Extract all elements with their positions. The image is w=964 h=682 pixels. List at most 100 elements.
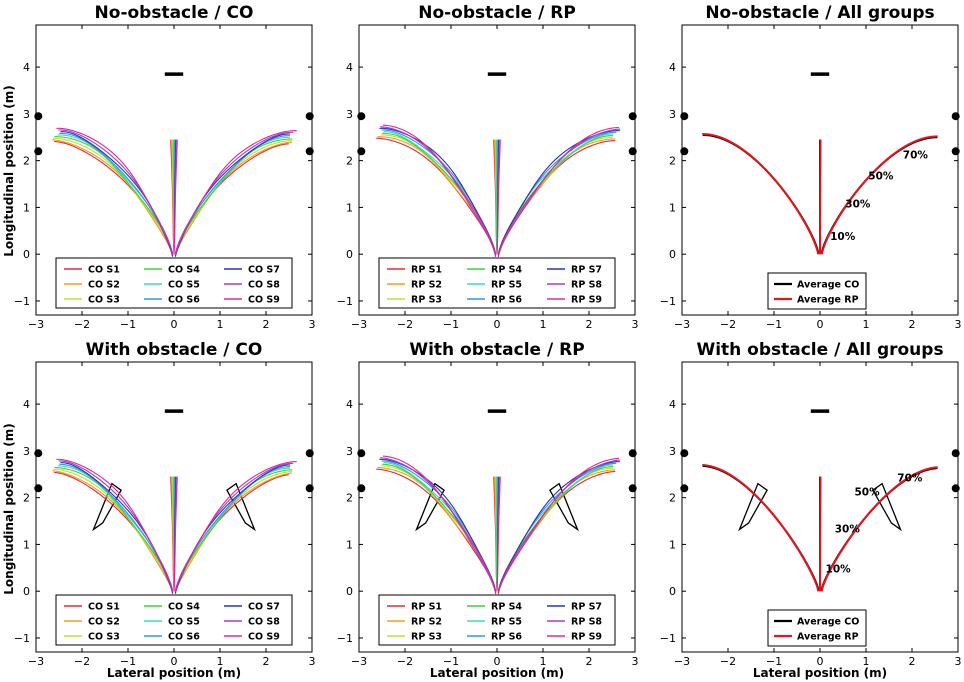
x-tick-label: −3 [674, 655, 690, 668]
legend-box [378, 257, 616, 309]
door-post [305, 449, 314, 458]
percent-annotation: 30% [835, 524, 861, 536]
legend-label: RP S1 [411, 265, 442, 276]
y-tick-label: −1 [337, 295, 353, 308]
y-tick-label: 4 [23, 398, 30, 411]
x-tick-label: −1 [766, 655, 782, 668]
x-tick-label: −1 [120, 318, 136, 331]
legend-label: CO S2 [88, 617, 120, 628]
subject-trajectory-rp-s7 [379, 458, 497, 592]
panel-title: With obstacle / All groups [696, 340, 943, 360]
plot-area [376, 409, 621, 595]
legend-label: Average RP [797, 632, 859, 643]
legend-label: Average CO [797, 280, 859, 291]
x-tick-label: 0 [171, 318, 178, 331]
x-tick-label: −2 [74, 318, 90, 331]
subject-trajectory-co-s5 [57, 134, 174, 255]
subject-trajectory-rp-s8 [497, 459, 621, 595]
plot-area [702, 72, 938, 255]
legend: RP S1 RP S2 RP S3 RP S4 RP S5 RP S6 RP S7 RP S8… [378, 594, 616, 646]
subject-trajectory-co-s3 [53, 137, 174, 257]
legend-label: CO S7 [248, 265, 280, 276]
percent-annotation: 70% [903, 149, 929, 161]
subject-trajectory-rp-s2 [497, 138, 616, 256]
average-trajectory-average-rp [702, 132, 820, 255]
legend-label: RP S9 [571, 632, 602, 643]
legend-box [767, 609, 867, 647]
y-tick-label: −1 [660, 632, 676, 645]
door-post [305, 112, 314, 121]
x-tick-label: −2 [720, 318, 736, 331]
percent-annotation: 10% [826, 563, 852, 575]
door-post [680, 484, 689, 493]
x-tick-label: 1 [217, 655, 224, 668]
legend-label: CO S3 [88, 295, 120, 306]
y-tick-label: 4 [346, 398, 353, 411]
y-tick-label: 3 [23, 108, 30, 121]
y-tick-label: −1 [337, 632, 353, 645]
legend-box [767, 272, 867, 310]
legend-box [55, 594, 293, 646]
subject-trajectory-co-s9 [56, 458, 174, 592]
door-post [628, 484, 637, 493]
subject-trajectory-rp-s7 [497, 130, 620, 255]
legend-label: Average CO [797, 617, 859, 628]
legend: Average CO Average RP [767, 609, 867, 647]
average-trajectory-average-rp [702, 463, 820, 592]
legend-label: RP S3 [411, 632, 442, 643]
y-tick-label: 4 [23, 61, 30, 74]
subject-trajectory-rp-s9 [382, 455, 497, 594]
panel-title: No-obstacle / All groups [705, 3, 934, 23]
subject-trajectory-rp-s9 [497, 457, 619, 594]
subject-trajectory-rp-s8 [497, 128, 621, 258]
percent-annotation: 10% [830, 231, 856, 243]
subject-trajectory-rp-s5 [497, 464, 614, 594]
subject-trajectory-rp-s3 [380, 465, 497, 592]
legend-label: RP S8 [571, 617, 602, 628]
x-tick-label: −3 [351, 655, 367, 668]
x-tick-label: 3 [955, 655, 962, 668]
x-tick-label: 2 [586, 318, 593, 331]
x-tick-label: −2 [720, 655, 736, 668]
y-tick-label: 4 [669, 398, 676, 411]
legend-label: RP S5 [491, 617, 522, 628]
x-tick-label: 3 [955, 318, 962, 331]
panel-6: With obstacle / All groups −3 −2 −1 0 1 2 3 −1 0 1… [660, 340, 962, 668]
legend-label: CO S9 [248, 632, 280, 643]
y-tick-label: 2 [346, 492, 353, 505]
legend-label: RP S1 [411, 602, 442, 613]
x-tick-label: 3 [309, 318, 316, 331]
legend: CO S1 CO S2 CO S3 CO S4 CO S5 CO S6 CO S7 CO S8… [55, 594, 293, 646]
x-tick-label: −2 [397, 318, 413, 331]
subject-trajectory-rp-s7 [497, 461, 620, 592]
x-tick-label: 1 [540, 655, 547, 668]
x-tick-label: −3 [28, 318, 44, 331]
average-trajectory-average-co [702, 133, 820, 255]
plot-area [52, 72, 297, 258]
door-post [680, 449, 689, 458]
x-tick-label: 1 [217, 318, 224, 331]
subject-trajectory-rp-s4 [382, 132, 497, 258]
y-tick-label: 3 [669, 108, 676, 121]
legend-label: RP S6 [491, 295, 522, 306]
subject-trajectory-co-s2 [52, 139, 174, 258]
subject-trajectory-co-s5 [57, 465, 174, 592]
percent-annotation: 50% [868, 170, 894, 182]
x-tick-label: 1 [540, 318, 547, 331]
subject-trajectory-rp-s5 [497, 133, 614, 257]
door-post [680, 112, 689, 121]
legend-label: RP S4 [491, 602, 522, 613]
legend-label: RP S8 [571, 280, 602, 291]
x-tick-label: 0 [817, 655, 824, 668]
x-tick-label: 2 [909, 655, 916, 668]
y-tick-label: −1 [14, 295, 30, 308]
y-tick-label: 0 [23, 248, 30, 261]
legend-label: Average RP [797, 295, 859, 306]
approach-stem [496, 476, 501, 592]
panel-3: No-obstacle / All groups −3 −2 −1 0 1 2 3 −1 0 1 2 3… [660, 3, 962, 331]
subject-trajectory-co-s4 [174, 138, 293, 256]
legend-label: CO S5 [168, 617, 200, 628]
door-post [357, 484, 366, 493]
legend-label: RP S7 [571, 602, 602, 613]
